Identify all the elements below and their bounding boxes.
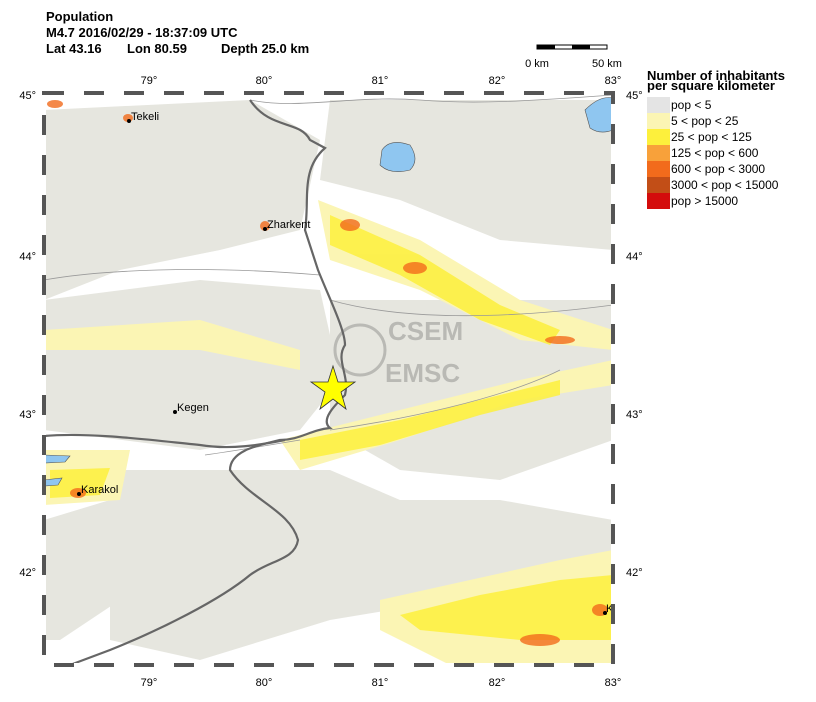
lon-label: 81°	[372, 677, 389, 689]
lat-label: 44°	[626, 251, 643, 263]
legend: pop < 5 5 < pop < 25 25 < pop < 125 125 < p…	[647, 97, 779, 209]
scale-start: 0 km	[525, 58, 549, 70]
city-label: Kegen	[177, 402, 209, 414]
lon-label: 83°	[605, 677, 622, 689]
legend-label: 125 < pop < 600	[671, 146, 759, 160]
city-label: Tekeli	[131, 111, 159, 123]
legend-swatch	[647, 97, 670, 113]
event-info: M4.7 2016/02/29 - 18:37:09 UTC	[46, 25, 238, 40]
lat-label: 44°	[19, 251, 36, 263]
legend-swatch	[647, 193, 670, 209]
map-area: CSEM EMSC Tekeli Zharkent Kegen Karakol …	[42, 91, 615, 667]
legend-swatch	[647, 161, 670, 177]
watermark-bottom: EMSC	[385, 358, 460, 388]
lon-label: 81°	[372, 75, 389, 87]
lon-label: 82°	[489, 75, 506, 87]
lat-label: 45°	[626, 90, 643, 102]
depth: Depth 25.0 km	[221, 41, 309, 56]
lon-label: 82°	[489, 677, 506, 689]
legend-label: 25 < pop < 125	[671, 130, 752, 144]
lat-label: 43°	[19, 409, 36, 421]
title: Population	[46, 9, 113, 24]
legend-swatch	[647, 129, 670, 145]
legend-swatch	[647, 113, 670, 129]
legend-title: Number of inhabitants	[647, 68, 785, 83]
city-label: Zharkent	[267, 219, 310, 231]
lon-label: 83°	[605, 75, 622, 87]
lon-label: 80°	[256, 677, 273, 689]
legend-label: 3000 < pop < 15000	[671, 178, 779, 192]
lat-label: 42°	[19, 567, 36, 579]
legend-label: pop > 15000	[671, 194, 738, 208]
legend-label: 5 < pop < 25	[671, 114, 739, 128]
city-label: K	[606, 603, 614, 615]
legend-label: 600 < pop < 3000	[671, 162, 765, 176]
city-label: Karakol	[81, 484, 118, 496]
lat-label: 43°	[626, 409, 643, 421]
lat-label: 45°	[19, 90, 36, 102]
lat: Lat 43.16	[46, 41, 102, 56]
epicenter	[309, 364, 357, 411]
watermark-top: CSEM	[388, 316, 463, 346]
cities: Tekeli Zharkent Kegen Karakol K	[77, 111, 614, 615]
legend-title: per square kilometer	[647, 78, 775, 93]
lon: Lon 80.59	[127, 41, 187, 56]
legend-swatch	[647, 145, 670, 161]
lon-label: 80°	[256, 75, 273, 87]
legend-label: pop < 5	[671, 98, 712, 112]
lon-label: 79°	[141, 677, 158, 689]
scale-bar: 0 km 50 km	[525, 44, 622, 70]
lon-label: 79°	[141, 75, 158, 87]
watermark: CSEM EMSC	[333, 316, 463, 388]
legend-swatch	[647, 177, 670, 193]
scale-end: 50 km	[592, 58, 622, 70]
lat-label: 42°	[626, 567, 643, 579]
